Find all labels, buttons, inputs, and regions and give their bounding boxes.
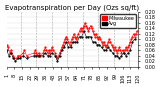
Legend: Milwaukee, Avg: Milwaukee, Avg [100, 14, 136, 28]
Title: Evapotranspiration per Day (Ozs sq/ft): Evapotranspiration per Day (Ozs sq/ft) [5, 4, 139, 11]
